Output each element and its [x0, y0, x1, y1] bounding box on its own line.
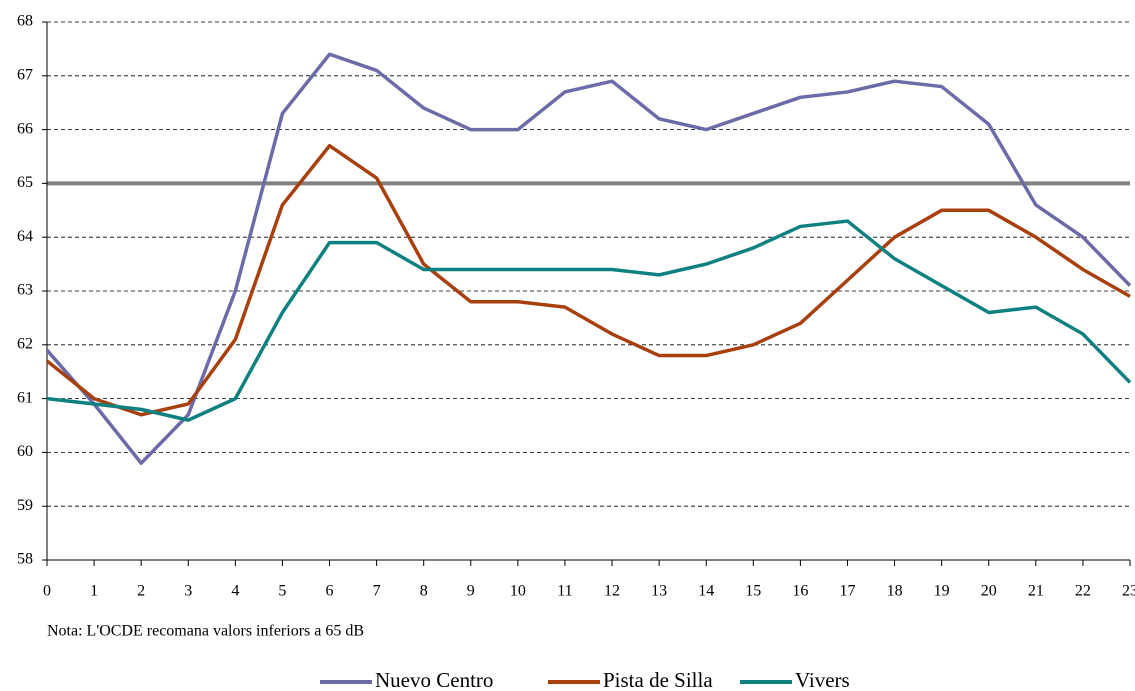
y-tick-label: 67: [17, 66, 33, 83]
x-tick-label: 17: [839, 583, 855, 600]
y-tick-label: 65: [17, 174, 33, 191]
x-tick-label: 20: [981, 583, 997, 600]
note: Nota: L'OCDE recomana valors inferiors a…: [47, 623, 364, 640]
y-tick-label: 66: [17, 120, 33, 137]
series-line: [45, 52, 1132, 465]
x-tick-label: 21: [1028, 583, 1044, 600]
y-tick-label: 64: [17, 228, 33, 245]
y-tick-label: 62: [17, 335, 33, 352]
y-tick-label: 58: [17, 551, 33, 568]
x-tick-label: 7: [373, 583, 381, 600]
x-tick-label: 18: [887, 583, 903, 600]
x-tick-label: 11: [557, 583, 572, 600]
x-tick-label: 16: [792, 583, 808, 600]
legend-label: Vivers: [795, 668, 850, 691]
x-tick-label: 4: [231, 583, 239, 600]
y-tick-label: 63: [17, 282, 33, 299]
x-tick-label: 1: [90, 583, 98, 600]
y-tick-label: 68: [17, 13, 33, 30]
x-tick-label: 6: [326, 583, 334, 600]
x-tick-label: 15: [745, 583, 761, 600]
x-tick-label: 22: [1075, 583, 1091, 600]
x-tick-label: 0: [43, 583, 51, 600]
x-tick-label: 3: [184, 583, 192, 600]
x-tick-label: 12: [604, 583, 620, 600]
y-tick-label: 60: [17, 443, 33, 460]
y-tick-label: 59: [17, 497, 33, 514]
x-tick-label: 14: [698, 583, 714, 600]
series-line: [46, 219, 1132, 422]
x-tick-label: 8: [420, 583, 428, 600]
x-tick-label: 13: [651, 583, 667, 600]
x-tick-label: 2: [137, 583, 145, 600]
x-tick-label: 10: [510, 583, 526, 600]
series-line: [45, 143, 1131, 417]
legend-label: Nuevo Centro: [375, 668, 493, 691]
x-tick-label: 5: [278, 583, 286, 600]
legend-label: Pista de Silla: [603, 668, 713, 691]
x-tick-label: 23: [1122, 583, 1135, 600]
x-tick-label: 9: [467, 583, 475, 600]
x-tick-label: 19: [934, 583, 950, 600]
y-tick-label: 61: [17, 389, 33, 406]
